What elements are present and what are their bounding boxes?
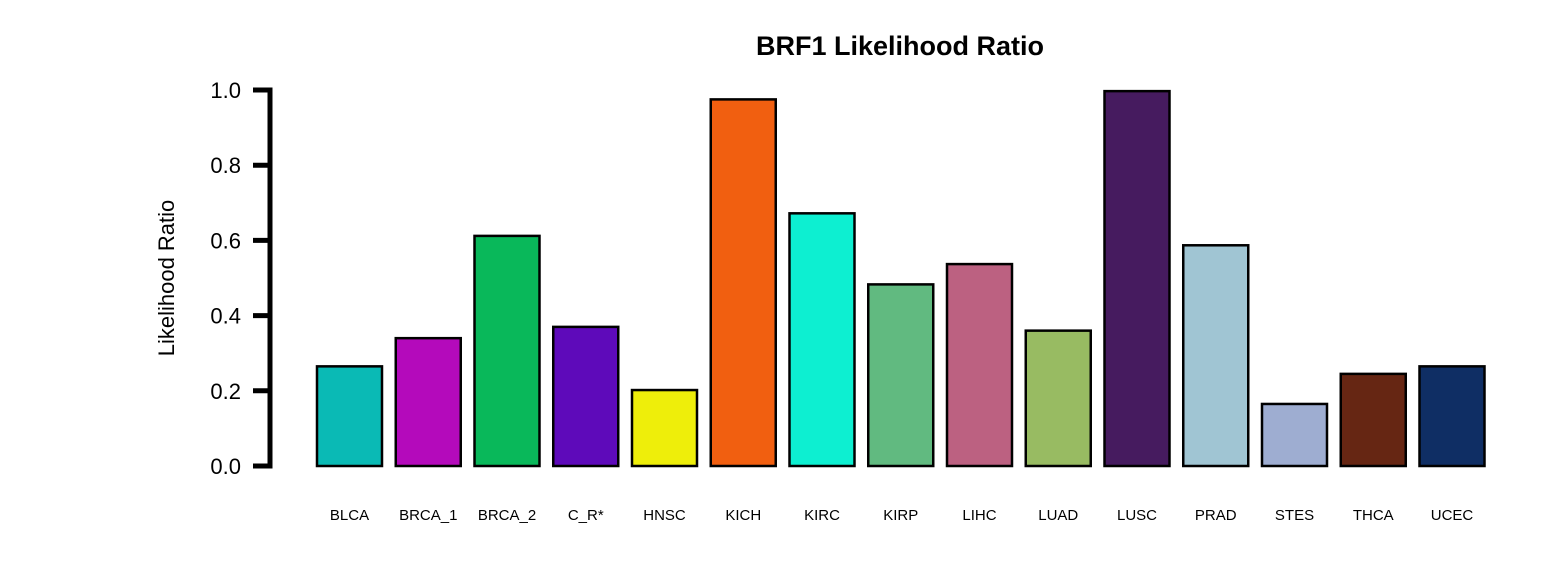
y-tick-label: 0.6 bbox=[210, 228, 241, 253]
x-tick-label: PRAD bbox=[1195, 507, 1237, 524]
x-tick-label: LIHC bbox=[962, 507, 996, 524]
x-tick-label: BRCA_1 bbox=[399, 507, 457, 524]
y-tick-label: 0.2 bbox=[210, 379, 241, 404]
x-tick-labels: BLCA BRCA_1 BRCA_2 C_R* HNSC KICH KIRC KIRP LIHC… bbox=[330, 507, 1474, 524]
bar-stes bbox=[1260, 402, 1329, 468]
x-tick-label: STES bbox=[1275, 507, 1314, 524]
y-tick-label: 0.0 bbox=[210, 454, 241, 479]
bar-kirp bbox=[867, 283, 935, 468]
y-axis-label: Likelihood Ratio bbox=[154, 200, 179, 357]
x-tick-label: KIRC bbox=[804, 507, 840, 524]
x-tick-label: BRCA_2 bbox=[478, 507, 536, 524]
bar-prad bbox=[1182, 244, 1250, 468]
bar-kirc bbox=[788, 212, 856, 468]
bar-blca bbox=[315, 365, 384, 468]
bar-lusc bbox=[1103, 89, 1171, 468]
bar-ucec bbox=[1418, 365, 1486, 468]
x-tick-label: BLCA bbox=[330, 507, 369, 524]
bar-kich bbox=[709, 98, 777, 468]
y-tick-label: 0.8 bbox=[210, 153, 241, 178]
bar-c-r bbox=[552, 325, 620, 468]
bar-lihc bbox=[945, 262, 1014, 468]
bar-brca-2 bbox=[473, 234, 541, 468]
x-tick-label: C_R* bbox=[568, 507, 604, 524]
chart-title: BRF1 Likelihood Ratio bbox=[756, 31, 1044, 61]
x-tick-label: KIRP bbox=[883, 507, 918, 524]
x-tick-label: HNSC bbox=[643, 507, 686, 524]
bar-thca bbox=[1339, 372, 1407, 468]
x-tick-label: UCEC bbox=[1431, 507, 1474, 524]
x-tick-label: KICH bbox=[725, 507, 761, 524]
y-tick-label: 1.0 bbox=[210, 78, 241, 103]
bar-hnsc bbox=[630, 388, 699, 468]
x-tick-label: THCA bbox=[1353, 507, 1394, 524]
bar-luad bbox=[1024, 329, 1092, 468]
y-axis: 0.0 0.2 0.4 0.6 0.8 1.0 bbox=[210, 78, 273, 479]
bars-group bbox=[315, 89, 1486, 468]
x-tick-label: LUSC bbox=[1117, 507, 1157, 524]
y-tick-label: 0.4 bbox=[210, 304, 241, 329]
x-tick-label: LUAD bbox=[1038, 507, 1078, 524]
bar-brca-1 bbox=[394, 336, 462, 468]
